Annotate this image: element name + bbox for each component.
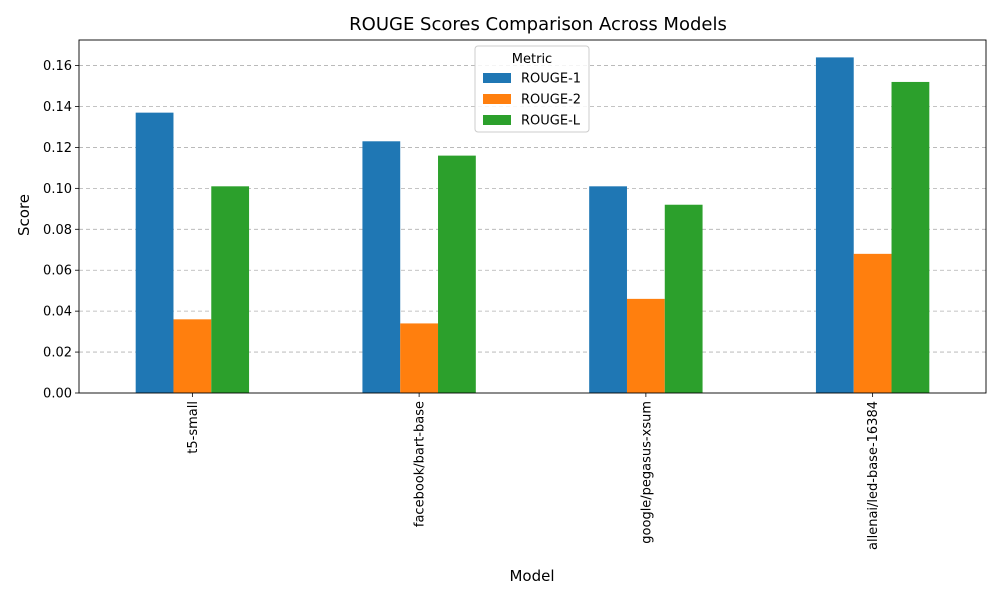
y-axis-title: Score xyxy=(15,194,33,236)
y-tick-label: 0.10 xyxy=(43,182,72,197)
legend-label-rouge-2: ROUGE-2 xyxy=(521,93,581,108)
bar-rouge-2-2 xyxy=(626,298,665,393)
bar-rouge-1-1 xyxy=(362,141,401,393)
y-tick-label: 0.08 xyxy=(43,223,72,238)
y-tick-label: 0.04 xyxy=(43,305,72,320)
y-tick-label: 0.12 xyxy=(43,141,72,156)
legend-label-rouge-1: ROUGE-1 xyxy=(521,72,581,87)
y-tick-label: 0.00 xyxy=(43,387,72,402)
bar-rouge-2-1 xyxy=(400,323,439,393)
y-tick-label: 0.02 xyxy=(43,346,72,361)
bar-rouge-l-3 xyxy=(891,81,930,394)
legend-swatch-rouge-2 xyxy=(483,94,511,104)
y-tick-label: 0.14 xyxy=(43,100,72,115)
x-tick-label: google/pegasus-xsum xyxy=(639,401,654,544)
x-tick-label: allenai/led-base-16384 xyxy=(866,401,881,550)
y-tick-label: 0.16 xyxy=(43,59,72,74)
legend-swatch-rouge-1 xyxy=(483,73,511,83)
legend-title: Metric xyxy=(512,52,552,67)
legend-label-rouge-l: ROUGE-L xyxy=(521,114,581,129)
bar-rouge-l-1 xyxy=(438,155,476,393)
bar-rouge-2-0 xyxy=(173,319,212,393)
bars xyxy=(135,57,930,394)
axes: 0.00 0.02 0.04 0.06 0.08 0.10 0.12 0.14 0.16 t5-s… xyxy=(43,39,987,550)
bar-rouge-1-2 xyxy=(589,186,627,393)
bar-rouge-l-0 xyxy=(211,186,250,393)
bar-rouge-1-3 xyxy=(815,57,854,394)
y-tick-label: 0.06 xyxy=(43,264,72,279)
bar-rouge-1-0 xyxy=(135,112,174,394)
legend: Metric ROUGE-1 ROUGE-2 ROUGE-L xyxy=(474,45,590,133)
x-axis-title: Model xyxy=(509,567,554,585)
x-tick-label: t5-small xyxy=(186,401,201,454)
plot-frame xyxy=(78,39,987,394)
legend-box xyxy=(474,45,590,133)
x-tick-label: facebook/bart-base xyxy=(413,401,428,527)
bar-rouge-2-3 xyxy=(853,253,892,393)
chart-title: ROUGE Scores Comparison Across Models xyxy=(349,14,727,35)
legend-swatch-rouge-l xyxy=(483,115,511,125)
bar-rouge-l-2 xyxy=(664,204,703,393)
